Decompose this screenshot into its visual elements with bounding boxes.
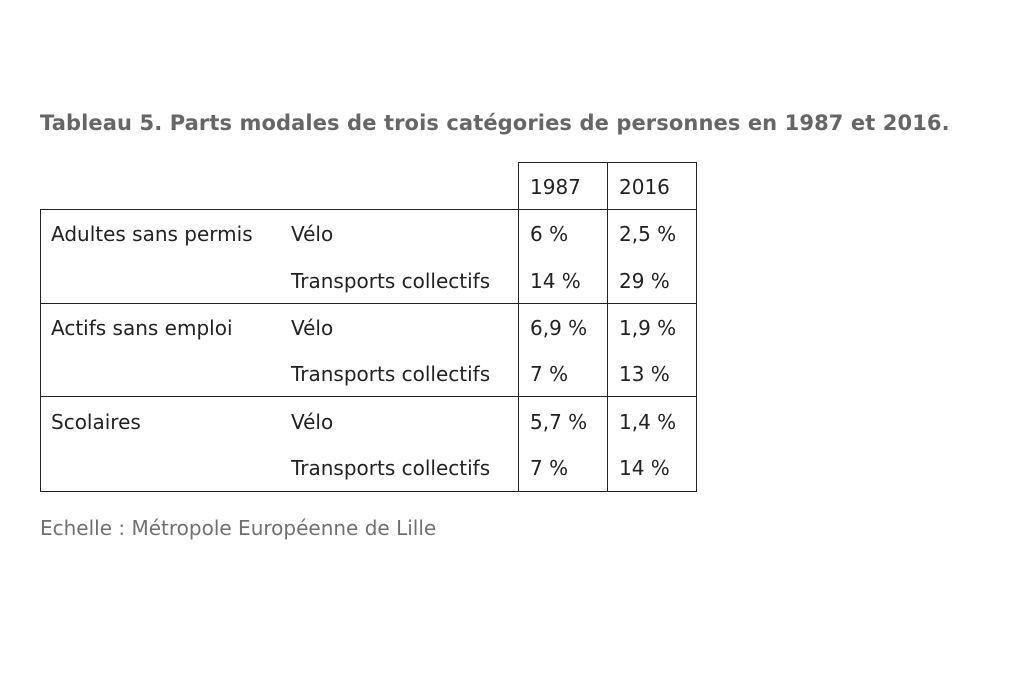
value-1987: 6,9 % [530, 316, 588, 340]
value-2016: 2,5 % [619, 222, 677, 246]
value-2016: 1,4 % [619, 410, 677, 434]
grid-line [40, 396, 697, 397]
category-label: Actifs sans emploi [51, 316, 233, 340]
mode-label: Transports collectifs [291, 456, 491, 480]
value-2016: 29 % [619, 269, 670, 293]
grid-line [40, 303, 697, 304]
grid-line [607, 162, 608, 492]
category-label: Adultes sans permis [51, 222, 253, 246]
grid-line [40, 491, 697, 492]
value-2016: 13 % [619, 362, 670, 386]
mode-label: Vélo [291, 316, 334, 340]
table-title: Tableau 5. Parts modales de trois catégo… [40, 111, 950, 135]
value-1987: 14 % [530, 269, 581, 293]
mode-label: Vélo [291, 222, 334, 246]
grid-line [40, 209, 41, 492]
value-1987: 7 % [530, 456, 569, 480]
mode-label: Transports collectifs [291, 269, 491, 293]
value-2016: 1,9 % [619, 316, 677, 340]
value-2016: 14 % [619, 456, 670, 480]
grid-line [518, 162, 519, 492]
scale-caption: Echelle : Métropole Européenne de Lille [40, 516, 437, 540]
modal-share-table: 1987 2016 Adultes sans permis Vélo 6 % 2… [40, 162, 697, 492]
grid-line [40, 209, 697, 210]
mode-label: Vélo [291, 410, 334, 434]
value-1987: 5,7 % [530, 410, 588, 434]
header-1987: 1987 [530, 175, 581, 199]
mode-label: Transports collectifs [291, 362, 491, 386]
category-label: Scolaires [51, 410, 141, 434]
header-2016: 2016 [619, 175, 670, 199]
value-1987: 6 % [530, 222, 569, 246]
value-1987: 7 % [530, 362, 569, 386]
grid-line [696, 162, 697, 492]
